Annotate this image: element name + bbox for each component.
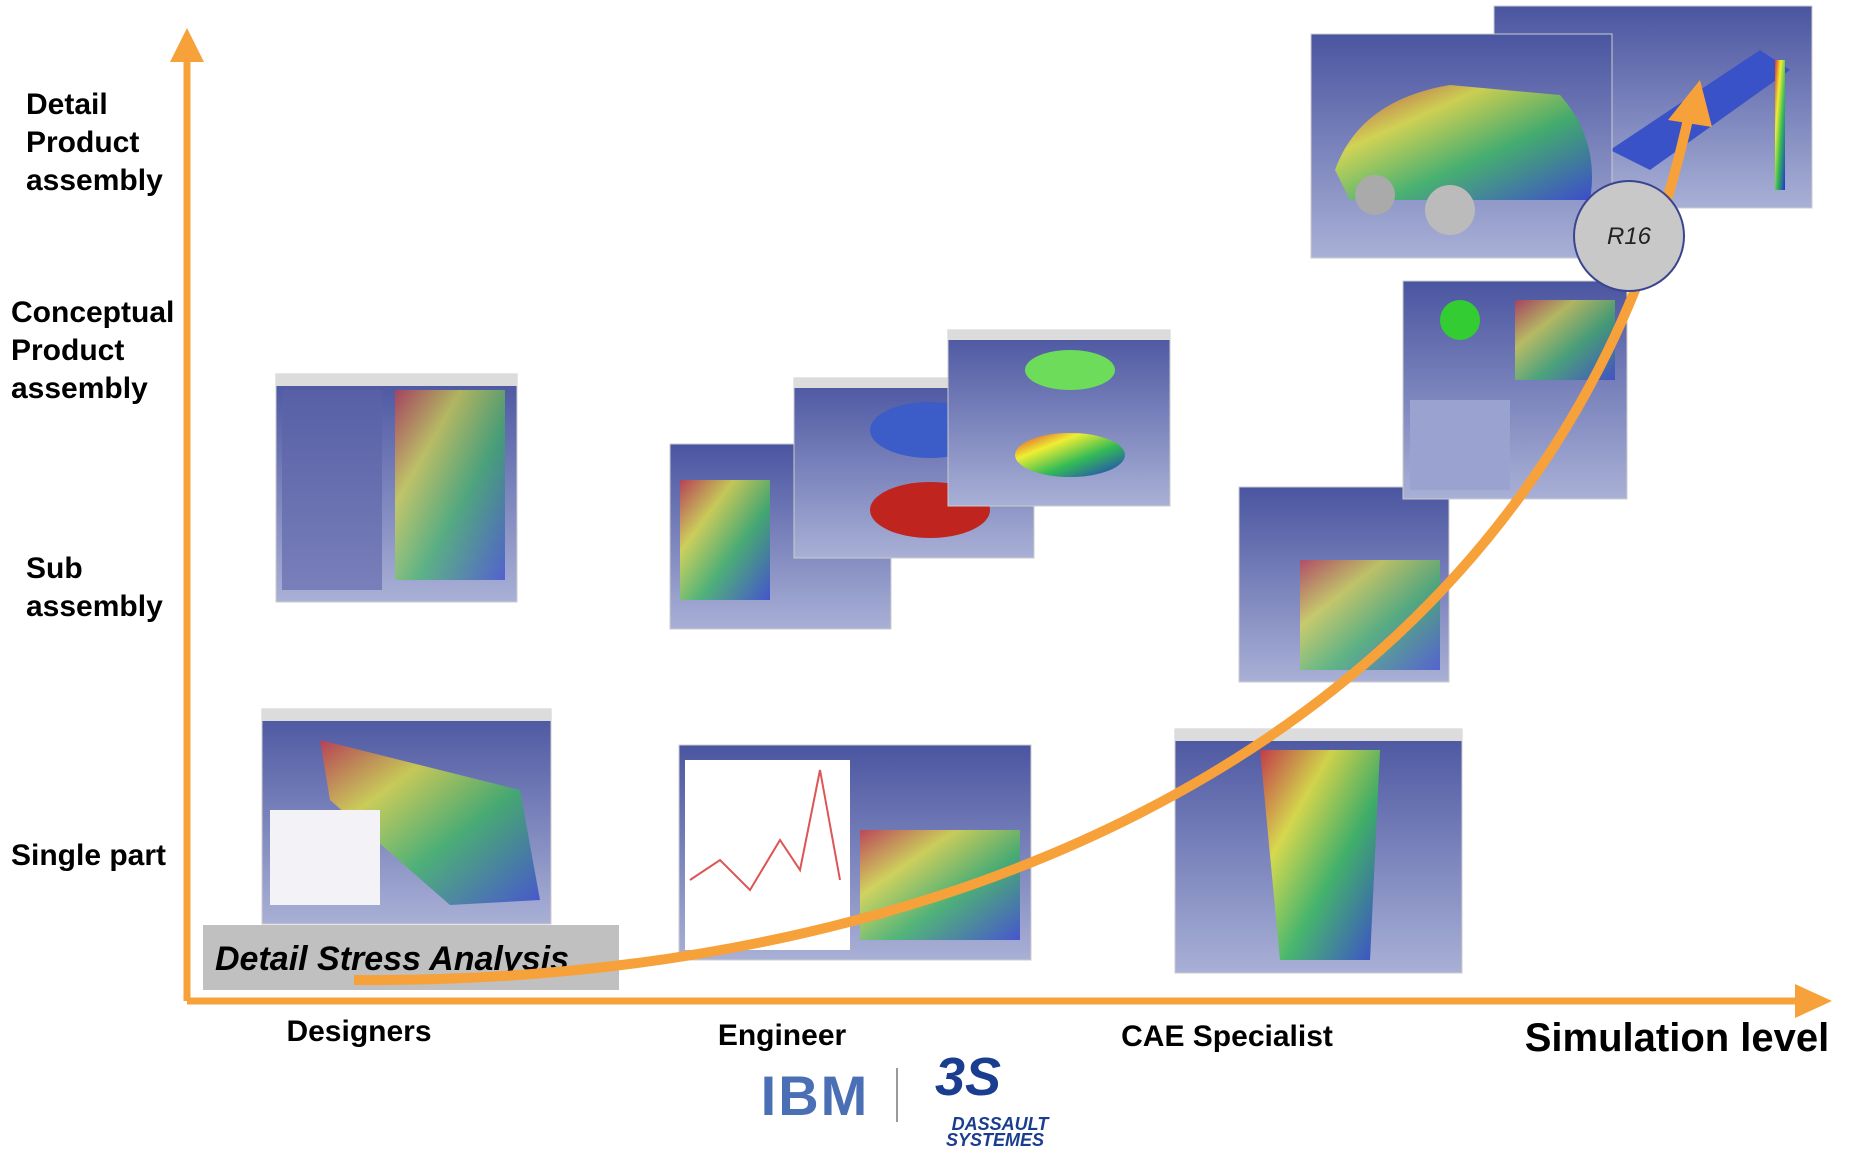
curve-arrow (1668, 80, 1712, 127)
y-axis-arrow (170, 28, 204, 62)
screenshot (275, 373, 518, 603)
screenshots (261, 5, 1813, 974)
ds-mark: 3S (935, 1047, 1001, 1107)
x-axis-arrow (1795, 984, 1832, 1018)
logos: IBM 3S DASSAULT SYSTEMES (761, 1047, 1051, 1150)
screenshot (1310, 33, 1613, 259)
x-axis-title: Simulation level (1525, 1016, 1830, 1060)
screenshot (947, 329, 1171, 507)
y-levels: Detail Product assembly Conceptual Product as… (11, 88, 174, 872)
x-group-label: Engineer (718, 1019, 847, 1052)
y-level-label: assembly (26, 590, 163, 623)
x-groups: Designers Engineer CAE Specialist (286, 1015, 1332, 1053)
screenshot (1174, 728, 1463, 974)
ds-name: SYSTEMES (946, 1130, 1044, 1149)
milestone-label: R16 (1607, 223, 1652, 250)
x-group-label: Designers (286, 1015, 431, 1048)
screenshot (1402, 280, 1628, 500)
milestone-circle (1573, 180, 1685, 292)
y-level-label: Sub (26, 552, 83, 585)
x-group-label: CAE Specialist (1121, 1020, 1333, 1053)
ibm-logo: IBM (761, 1064, 870, 1127)
y-level-label: Detail (26, 88, 108, 121)
screenshot (1238, 486, 1450, 683)
y-level-label: Single part (11, 839, 166, 872)
simulation-curve (353, 108, 1695, 986)
y-level-label: assembly (11, 372, 148, 405)
y-level-label: Product (11, 334, 124, 367)
screenshot (261, 708, 552, 925)
ds-name: DASSAULT (952, 1114, 1051, 1134)
screenshot (678, 744, 1032, 961)
y-level-label: assembly (26, 164, 163, 197)
y-level-label: Conceptual (11, 296, 174, 329)
y-level-label: Product (26, 126, 139, 159)
